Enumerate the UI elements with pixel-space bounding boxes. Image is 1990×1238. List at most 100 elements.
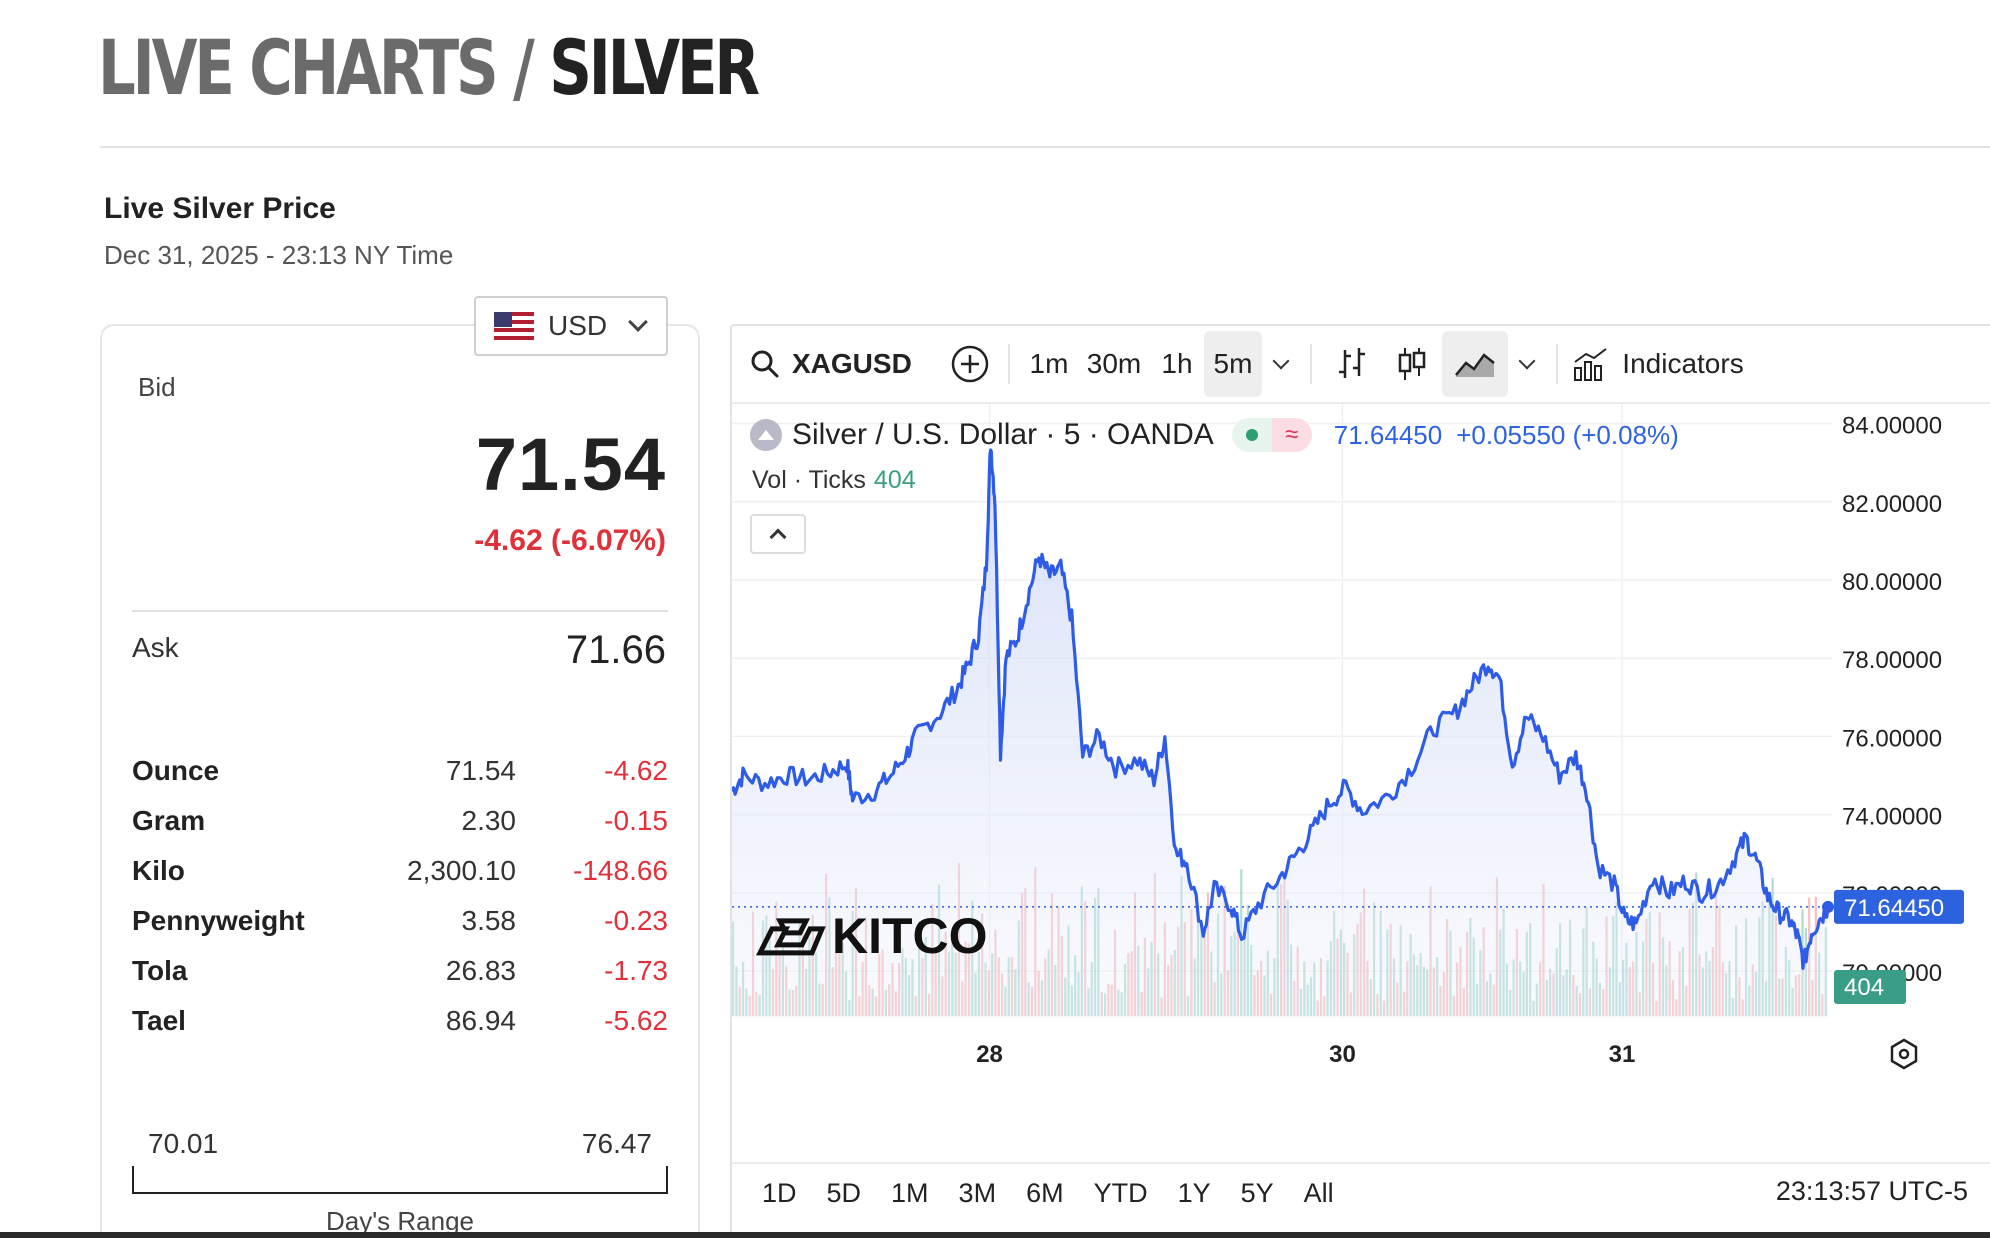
live-price-heading: Live Silver Price [104,192,336,225]
unit-change: -1.73 [604,955,668,986]
interval-dropdown[interactable] [1262,331,1300,397]
interval-1m[interactable]: 1m [1029,348,1069,379]
unit-change: -0.23 [604,905,668,936]
area-chart-icon [1455,353,1495,377]
search-icon [751,350,779,378]
live-price-date: Dec 31, 2025 - 23:13 NY Time [104,240,454,270]
range-bar: 1D 5D 1M 3M 6M YTD 1Y 5Y All 23:13:57 UT… [732,1162,1990,1222]
chart-style-dropdown[interactable] [1508,331,1546,397]
x-axis-tick-label: 28 [976,1041,1003,1068]
day-range-bar [132,1166,668,1194]
unit-row-ounce: Ounce 71.54 -4.62 [132,746,668,796]
unit-name: Kilo [132,855,185,886]
unit-name: Tola [132,955,188,986]
x-axis-tick-label: 31 [1609,1041,1636,1068]
unit-name: Pennyweight [132,905,305,936]
bar-style-button[interactable] [1322,331,1382,397]
range-6m[interactable]: 6M [1026,1177,1064,1208]
range-5y[interactable]: 5Y [1240,1177,1274,1208]
unit-price: 71.54 [445,755,516,786]
chart-clock[interactable]: 23:13:57 UTC-5 [1775,1176,1968,1206]
market-open-icon [1231,418,1272,452]
us-flag-icon [494,312,534,340]
interval-1h[interactable]: 1h [1161,348,1193,379]
legend-title: Silver / U.S. Dollar · 5 · OANDA [792,418,1214,451]
unit-name: Tael [132,1005,186,1036]
volume-tag-text: 404 [1844,974,1884,1001]
legend-last-price: 71.64450 [1333,419,1443,450]
unit-change: -0.15 [604,805,668,836]
compare-symbol-button[interactable] [942,331,998,397]
volume-label: Vol · Ticks [752,466,866,494]
unit-price: 26.83 [445,955,516,986]
volume-legend: Vol · Ticks 404 [752,466,916,495]
toolbar-divider [1008,344,1010,384]
page-title-prefix: LIVE CHARTS / [98,23,535,112]
unit-row-tael: Tael 86.94 -5.62 [132,996,668,1046]
y-axis-tick-label: 80.00000 [1842,569,1942,596]
bid-change: -4.62 (-6.07%) [474,524,666,557]
unit-row-gram: Gram 2.30 -0.15 [132,796,668,846]
bid-label: Bid [138,372,176,402]
toolbar-divider [1310,344,1312,384]
range-all[interactable]: All [1303,1177,1334,1208]
indicators-label: Indicators [1622,348,1744,379]
interval-5m[interactable]: 5m [1204,331,1262,397]
range-1y[interactable]: 1Y [1177,1177,1211,1208]
quote-card: Bid 71.54 -4.62 (-6.07%) Ask 71.66 Ounce… [100,324,700,1238]
last-price-tag-text: 71.64450 [1844,895,1944,922]
currency-select[interactable]: USD [474,296,668,356]
unit-price: 2.30 [461,805,517,836]
range-ytd[interactable]: YTD [1093,1177,1148,1208]
price-area-fill [732,450,1828,1018]
bid-price: 71.54 [475,423,666,506]
range-1m[interactable]: 1M [891,1177,929,1208]
chart-settings-icon [1890,1038,1918,1070]
unit-row-kilo: Kilo 2,300.10 -148.66 [132,846,668,896]
range-5d[interactable]: 5D [826,1177,862,1208]
page-title: LIVE CHARTS / SILVER [98,18,760,118]
chevron-down-icon [1272,352,1290,370]
legend-change: +0.05550 (+0.08%) [1456,419,1679,450]
chevron-down-icon [628,312,649,332]
kitco-logo-icon [755,918,826,956]
volume-value: 404 [873,466,916,494]
y-axis-tick-label: 74.00000 [1842,804,1942,831]
range-1d[interactable]: 1D [762,1177,797,1208]
silver-symbol-icon [750,419,782,451]
indicators-button[interactable]: Indicators [1568,331,1748,397]
chevron-down-icon [1518,352,1536,370]
unit-price: 86.94 [445,1005,516,1036]
delayed-data-icon: ≈ [1271,418,1312,452]
symbol-search[interactable]: XAGUSD [732,348,942,380]
unit-price: 3.58 [461,905,517,936]
y-axis-tick-label: 84.00000 [1842,413,1942,440]
unit-change: -4.62 [604,755,668,786]
unit-price: 2,300.10 [407,855,516,886]
last-price-tag [1834,889,1964,924]
y-axis-tick-label: 78.00000 [1842,647,1942,674]
price-chart[interactable]: KITCO 84.00000 82.00000 80.00000 78.00000 76.… [732,404,1990,1162]
unit-name: Gram [132,805,206,836]
page-title-metal: SILVER [549,23,760,112]
day-range-label: Day's Range [325,1206,475,1236]
ask-label: Ask [132,632,179,663]
market-status-pill: ≈ [1231,418,1312,452]
chevron-up-icon [769,528,787,546]
y-axis-tick-label: 82.00000 [1842,491,1942,518]
volume-tag [1834,970,1906,1004]
x-axis-tick-label: 30 [1329,1041,1356,1068]
collapse-legend-button[interactable] [750,514,806,554]
unit-name: Ounce [132,755,220,786]
candles-style-button[interactable] [1382,331,1442,397]
day-range-low: 70.01 [148,1128,219,1159]
unit-change: -148.66 [573,855,668,886]
kitco-logo-text: KITCO [832,908,988,964]
unit-price-table: Ounce 71.54 -4.62 Gram 2.30 -0.15 Kilo 2… [132,746,668,1046]
area-style-button[interactable] [1442,331,1508,397]
interval-30m[interactable]: 30m [1086,348,1142,379]
range-3m[interactable]: 3M [958,1177,997,1208]
kitco-logo: KITCO [755,908,988,964]
chart-widget: XAGUSD 1m 30m 1h 5m [730,324,1990,1238]
title-divider [100,146,1990,148]
